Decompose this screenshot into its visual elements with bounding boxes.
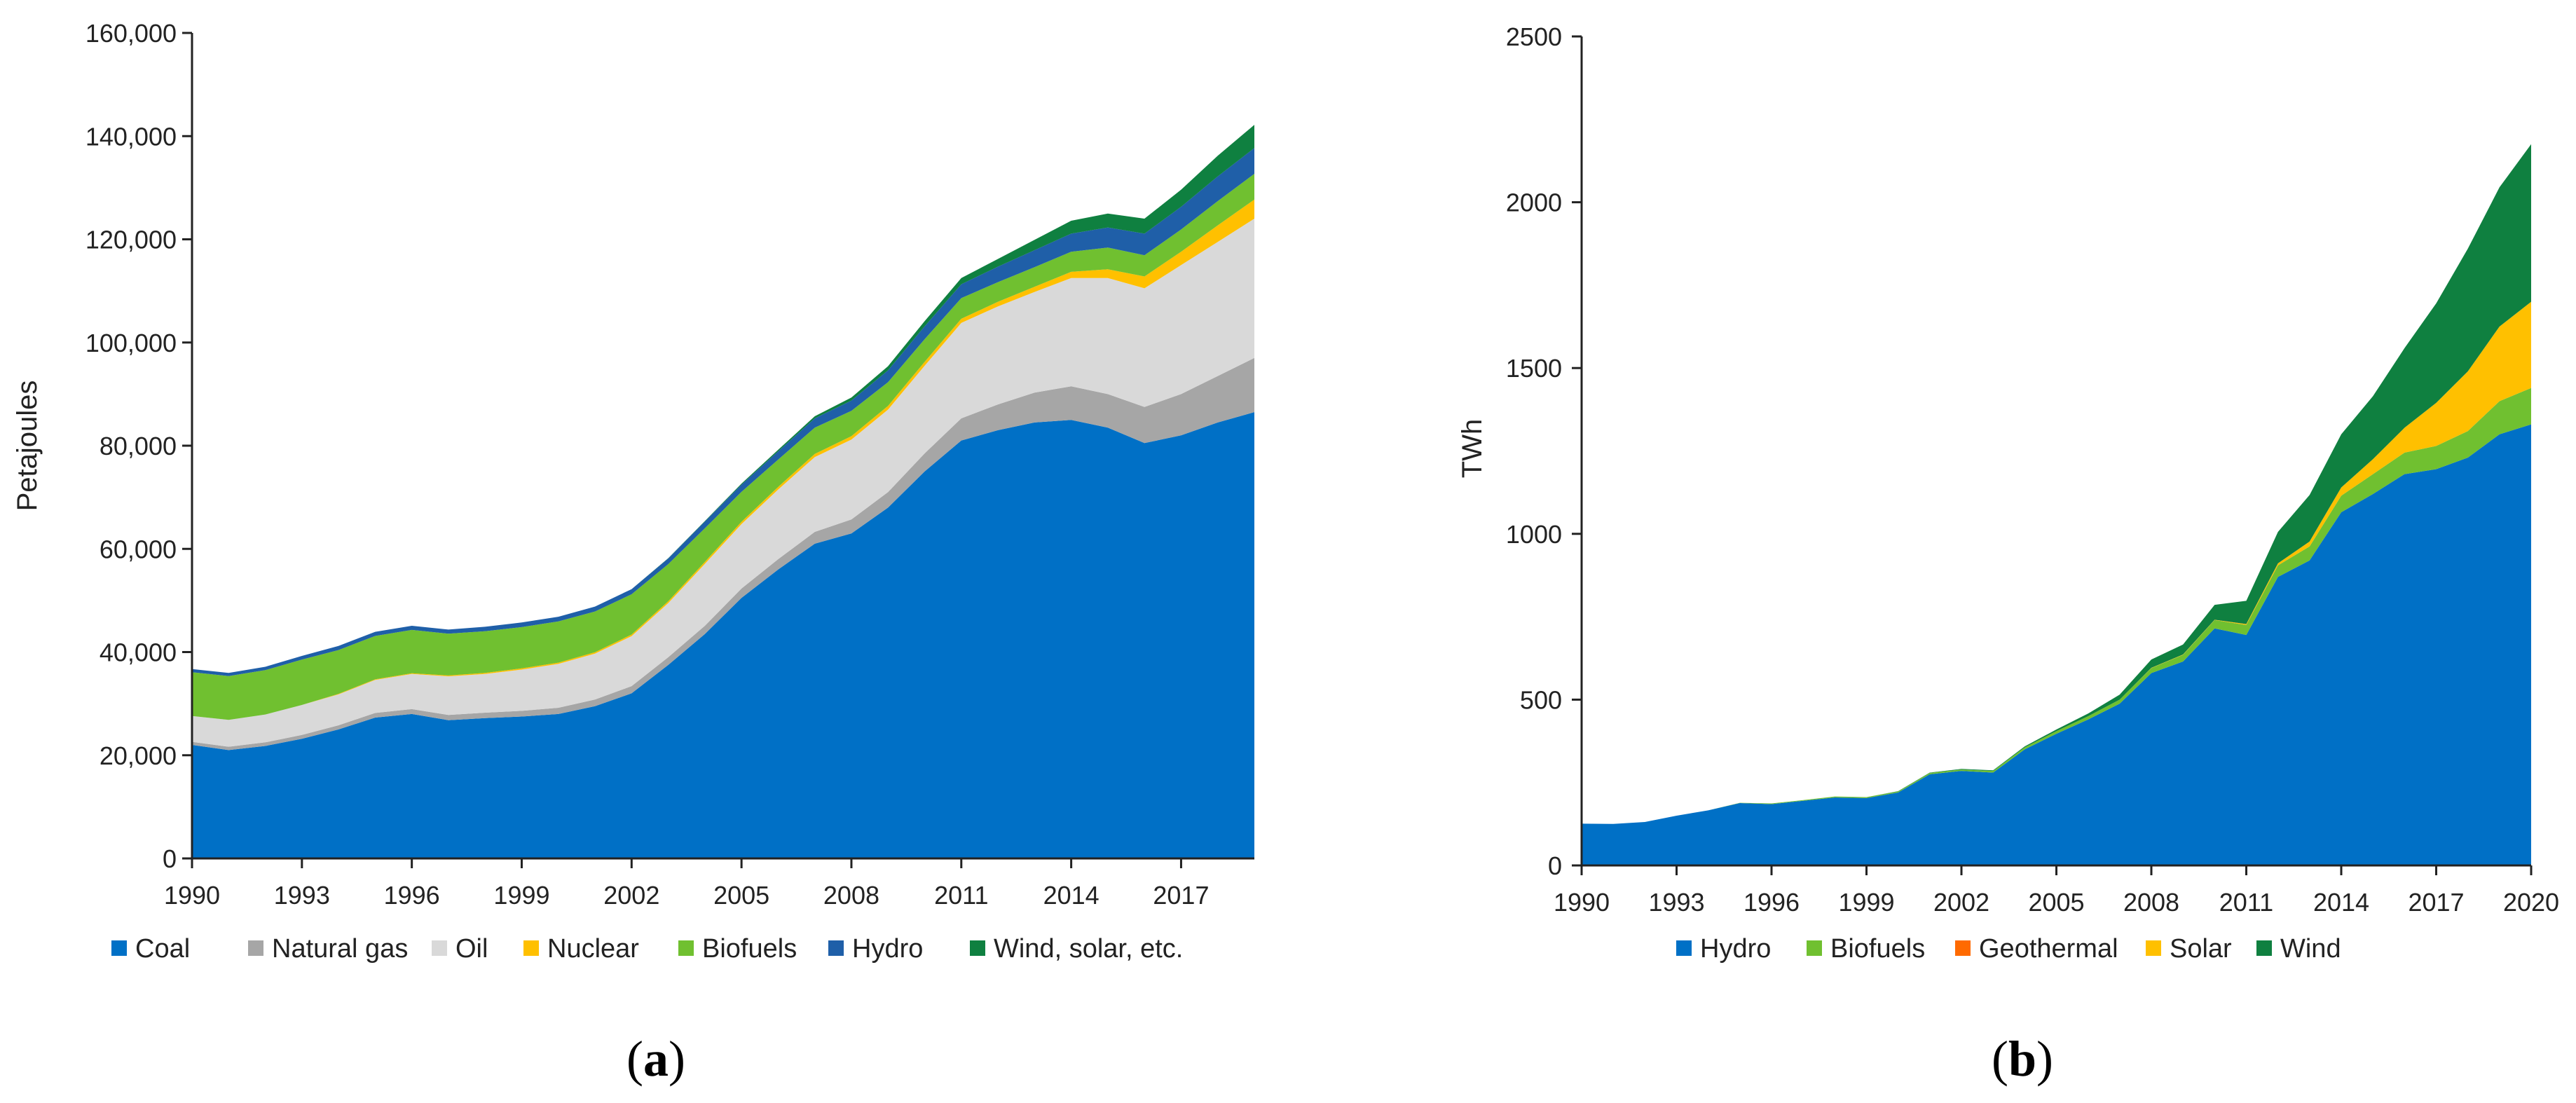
chart-b-x-tick-label: 1999 (1838, 888, 1894, 917)
chart-b-x-tick-label: 2011 (2219, 888, 2273, 917)
chart-a-y-tick-label: 60,000 (100, 535, 177, 563)
chart-a-x-tick-label: 1993 (274, 881, 330, 910)
chart-a-legend-swatch-coal (111, 940, 127, 956)
chart-b-x-tick-label: 2008 (2123, 888, 2179, 917)
chart-a-x-tick-label: 2005 (713, 881, 769, 910)
chart-b-legend-label-geothermal: Geothermal (1979, 934, 2118, 964)
chart-b-area-wind (1582, 144, 2531, 824)
chart-b-panel-close: ) (2036, 1031, 2053, 1087)
chart-a-y-tick-label: 20,000 (100, 741, 177, 770)
chart-a-x-tick-label: 1990 (164, 881, 220, 910)
chart-a-x-ticks: 1990 1993 1996 1999 2002 2005 2008 2011 2014 2017 (164, 858, 1209, 910)
chart-b-legend-label-solar: Solar (2170, 934, 2232, 964)
chart-a-legend-label-wind-solar-etc: Wind, solar, etc. (994, 934, 1183, 964)
chart-a-panel-letter: a (643, 1031, 669, 1087)
chart-b-panel-letter: b (2008, 1031, 2036, 1087)
chart-a-area-biofuels (192, 174, 1254, 720)
chart-a-legend-label-hydro: Hydro (852, 934, 923, 964)
chart-a-y-tick-label: 120,000 (85, 226, 177, 254)
chart-b-y-tick-label: 1000 (1506, 520, 1562, 549)
chart-b-areas (1582, 144, 2531, 865)
chart-a-legend-swatch-biofuels (678, 940, 694, 956)
chart-b-legend-swatch-hydro (1676, 940, 1692, 956)
chart-b-y-tick-label: 0 (1548, 851, 1562, 880)
chart-b-x-tick-label: 2014 (2313, 888, 2369, 917)
chart-a-legend-label-coal: Coal (135, 934, 190, 964)
chart-a-areas (192, 125, 1254, 858)
chart-b-legend-swatch-wind (2256, 940, 2272, 956)
chart-b-legend-swatch-solar (2146, 940, 2161, 956)
chart-b-x-tick-label: 1990 (1554, 888, 1610, 917)
chart-b-legend-swatch-biofuels (1807, 940, 1822, 956)
chart-a-x-tick-label: 2002 (603, 881, 659, 910)
chart-b: 0 500 1000 1500 2000 2500 1990 1993 1996 1999 200… (1457, 22, 2559, 1087)
chart-b-legend-label-biofuels: Biofuels (1830, 934, 1925, 964)
chart-a-ylabel: Petajoules (12, 381, 43, 512)
chart-b-legend-swatch-geothermal (1955, 940, 1971, 956)
chart-b-area-hydro (1582, 424, 2531, 865)
chart-b-y-tick-label: 2500 (1506, 22, 1562, 51)
chart-b-legend: Hydro Biofuels Geothermal Solar Wind (1676, 934, 2341, 964)
chart-a-area-hydro (192, 148, 1254, 676)
chart-b-y-tick-label: 1500 (1506, 354, 1562, 383)
chart-b-panel-open: ( (1992, 1031, 2008, 1087)
chart-b-y-ticks: 0 500 1000 1500 2000 2500 (1506, 22, 1582, 880)
chart-b-legend-label-hydro: Hydro (1700, 934, 1771, 964)
chart-a-y-ticks: 0 20,000 40,000 60,000 80,000 100,000 120,000 1… (85, 19, 192, 873)
chart-a-y-tick-label: 160,000 (85, 19, 177, 48)
chart-a-legend: Coal Natural gas Oil Nuclear Biofuels Hydro Wi… (111, 934, 1183, 964)
chart-a-panel-close: ) (669, 1031, 685, 1087)
chart-b-y-tick-label: 2000 (1506, 189, 1562, 217)
chart-b-x-tick-label: 2017 (2408, 888, 2464, 917)
chart-a-x-tick-label: 1999 (493, 881, 549, 910)
chart-b-x-tick-label: 1993 (1648, 888, 1704, 917)
chart-a-legend-swatch-wind-solar-etc (970, 940, 985, 956)
chart-a-legend-label-biofuels: Biofuels (702, 934, 797, 964)
chart-b-x-tick-label: 1996 (1743, 888, 1800, 917)
chart-a-panel-label: (a) (626, 1031, 685, 1087)
chart-a: 0 20,000 40,000 60,000 80,000 100,000 120,000 1… (12, 19, 1254, 1087)
chart-a-x-tick-label: 2008 (823, 881, 879, 910)
chart-b-x-tick-label: 2005 (2028, 888, 2084, 917)
chart-a-legend-swatch-hydro (828, 940, 844, 956)
chart-a-y-tick-label: 0 (163, 844, 177, 873)
chart-b-panel-label: (b) (1992, 1031, 2053, 1087)
chart-b-y-tick-label: 500 (1520, 685, 1562, 714)
chart-b-x-tick-label: 2020 (2503, 888, 2559, 917)
chart-a-legend-label-nuclear: Nuclear (547, 934, 639, 964)
chart-a-panel-open: ( (626, 1031, 643, 1087)
chart-a-x-tick-label: 2017 (1153, 881, 1209, 910)
chart-a-y-tick-label: 100,000 (85, 329, 177, 357)
chart-a-x-tick-label: 2011 (934, 881, 988, 910)
chart-a-x-tick-label: 1996 (384, 881, 440, 910)
chart-a-x-tick-label: 2014 (1043, 881, 1099, 910)
chart-a-legend-swatch-natural-gas (248, 940, 263, 956)
chart-b-x-ticks: 1990 1993 1996 1999 2002 2005 2008 2011 2014 2017… (1554, 865, 2559, 917)
chart-a-y-tick-label: 140,000 (85, 122, 177, 151)
chart-b-legend-label-wind: Wind (2280, 934, 2341, 964)
chart-a-y-tick-label: 40,000 (100, 638, 177, 667)
chart-b-ylabel: TWh (1457, 419, 1488, 478)
chart-a-legend-label-oil: Oil (455, 934, 488, 964)
chart-a-legend-swatch-oil (432, 940, 447, 956)
chart-a-area-coal (192, 412, 1254, 858)
chart-a-area-oil (192, 219, 1254, 747)
chart-b-x-tick-label: 2002 (1933, 888, 1989, 917)
chart-a-y-tick-label: 80,000 (100, 432, 177, 460)
chart-a-legend-swatch-nuclear (523, 940, 539, 956)
chart-a-legend-label-natural-gas: Natural gas (272, 934, 408, 964)
